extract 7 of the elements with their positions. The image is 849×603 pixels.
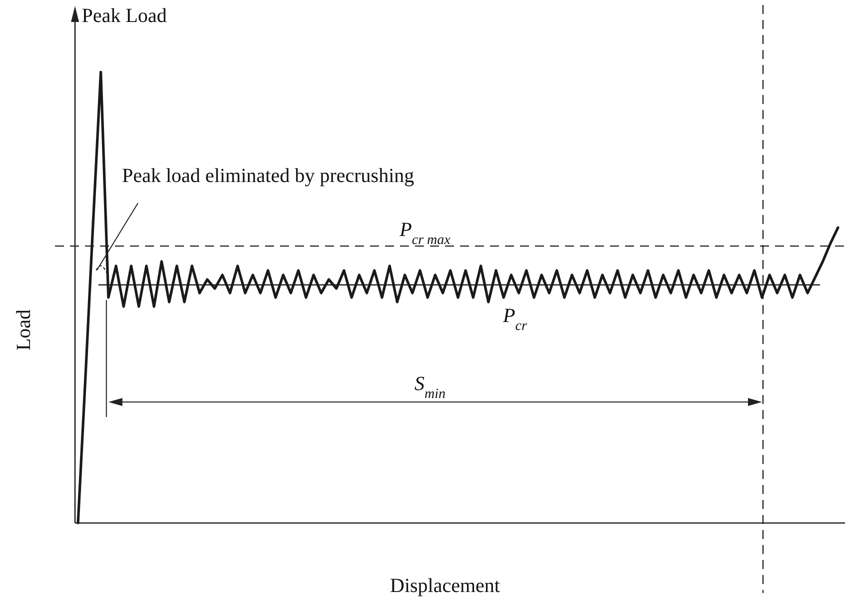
x-axis-title: Displacement — [390, 575, 500, 597]
annotation: Peak load eliminated by precrushing — [122, 165, 414, 187]
y-axis-title: Load — [13, 309, 35, 351]
ref-line-label: P$_{cr max}$ — [398, 219, 452, 248]
ref-line-label: P$_{cr}$ — [502, 304, 528, 334]
annotation: S$_{min}$ — [414, 373, 446, 402]
text: Peak Load — [82, 5, 167, 27]
